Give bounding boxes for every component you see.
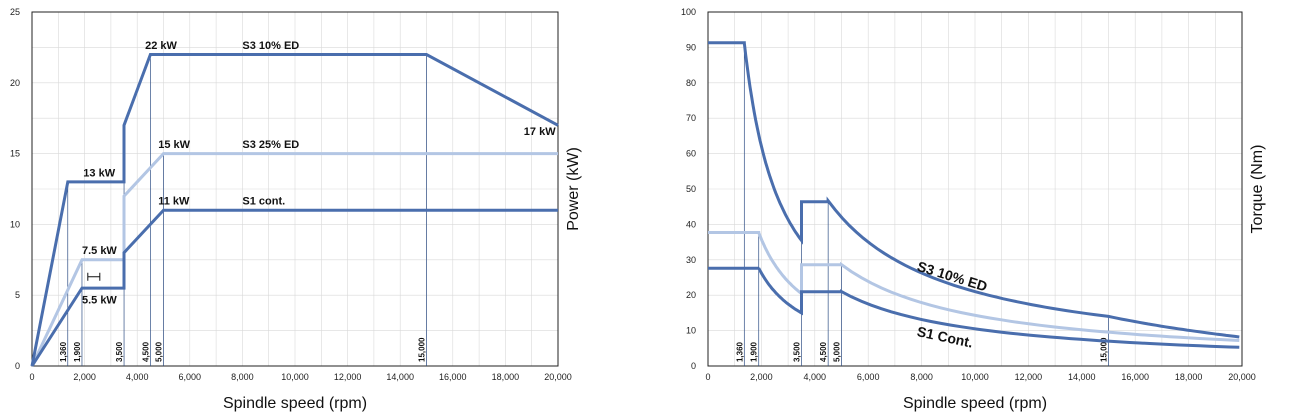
x-tick-label: 4,000: [126, 372, 149, 382]
annotation-label: 7.5 kW: [82, 245, 117, 257]
x-tick-label: 16,000: [439, 372, 467, 382]
reference-line-label: 3,500: [792, 341, 801, 362]
reference-line-label: 1,900: [73, 341, 82, 362]
x-tick-label: 12,000: [1015, 372, 1043, 382]
annotation-label: 11 kW: [158, 196, 190, 208]
annotation-label: S3 10% ED: [242, 40, 299, 52]
plot-frame: [707, 11, 1243, 367]
reference-line-label: 4,500: [819, 341, 828, 362]
x-tick-label: 4,000: [804, 372, 827, 382]
x-tick-label: 14,000: [1068, 372, 1096, 382]
y-tick-label: 20: [10, 78, 20, 88]
x-axis-label: Spindle speed (rpm): [903, 395, 1047, 412]
x-tick-label: 2,000: [73, 372, 96, 382]
x-axis-label: Spindle speed (rpm): [223, 395, 367, 412]
y-tick-label: 40: [686, 219, 696, 229]
reference-line-label: 5,000: [155, 341, 164, 362]
x-tick-label: 2,000: [750, 372, 773, 382]
annotation-label: S3 25% ED: [242, 139, 299, 151]
y-tick-label: 100: [681, 7, 696, 17]
x-tick-label: 10,000: [961, 372, 989, 382]
y-tick-label: 50: [686, 184, 696, 194]
x-tick-label: 16,000: [1121, 372, 1149, 382]
series-line-s1-cont-: [708, 266, 1240, 349]
annotation-label: S3 10% ED: [915, 258, 989, 294]
x-tick-label: 0: [29, 372, 34, 382]
y-tick-label: 70: [686, 113, 696, 123]
x-tick-label: 20,000: [1228, 372, 1256, 382]
plot-frame: [31, 11, 559, 367]
reference-line-label: 1,360: [735, 341, 744, 362]
reference-line-label: 3,500: [115, 341, 124, 362]
y-tick-label: 0: [15, 361, 20, 371]
x-tick-label: 20,000: [544, 372, 572, 382]
y-tick-label: 0: [691, 361, 696, 371]
series-line-s3-10-ed: [708, 41, 1240, 339]
reference-line-label: 15,000: [1100, 337, 1109, 362]
reference-line-label: 15,000: [418, 337, 427, 362]
annotation-label: S1 cont.: [242, 196, 285, 208]
y-tick-label: 60: [686, 149, 696, 159]
y-axis-label: Torque (Nm): [1249, 145, 1266, 234]
y-tick-label: 20: [686, 290, 696, 300]
annotation-label: 13 kW: [83, 167, 115, 179]
power-chart: 0 2,000 4,000 6,000 8,000 10,000 12,000 14,000 1…: [10, 7, 582, 412]
reference-line-label: 5,000: [833, 341, 842, 362]
x-tick-label: 6,000: [857, 372, 880, 382]
annotation-label: 15 kW: [158, 139, 190, 151]
reference-line-label: 1,360: [59, 341, 68, 362]
x-tick-label: 0: [705, 372, 710, 382]
y-tick-label: 80: [686, 78, 696, 88]
x-tick-label: 14,000: [386, 372, 414, 382]
x-tick-label: 8,000: [910, 372, 933, 382]
y-tick-label: 10: [10, 219, 20, 229]
range-marker: [87, 272, 101, 281]
reference-line-label: 4,500: [141, 341, 150, 362]
reference-line-label: 1,900: [750, 341, 759, 362]
y-tick-label: 5: [15, 290, 20, 300]
x-tick-label: 18,000: [1175, 372, 1203, 382]
y-tick-label: 25: [10, 7, 20, 17]
y-tick-label: 15: [10, 149, 20, 159]
x-tick-label: 10,000: [281, 372, 309, 382]
annotation-label: 22 kW: [145, 40, 177, 52]
y-axis-label: Power (kW): [565, 147, 582, 231]
torque-chart: 0 2,000 4,000 6,000 8,000 10,000 12,000 14,000 1…: [681, 7, 1266, 412]
x-tick-label: 12,000: [334, 372, 362, 382]
series-line-s3-10-ed: [30, 53, 559, 367]
series-line-s1-cont-: [30, 208, 558, 367]
y-tick-label: 90: [686, 42, 696, 52]
annotation-label: 5.5 kW: [82, 295, 117, 307]
x-tick-label: 6,000: [179, 372, 202, 382]
x-tick-label: 8,000: [231, 372, 254, 382]
series-line-s3-25-ed: [30, 152, 558, 367]
y-tick-label: 30: [686, 255, 696, 265]
y-tick-label: 10: [686, 326, 696, 336]
x-tick-label: 18,000: [492, 372, 520, 382]
annotation-label: 17 kW: [524, 126, 556, 138]
